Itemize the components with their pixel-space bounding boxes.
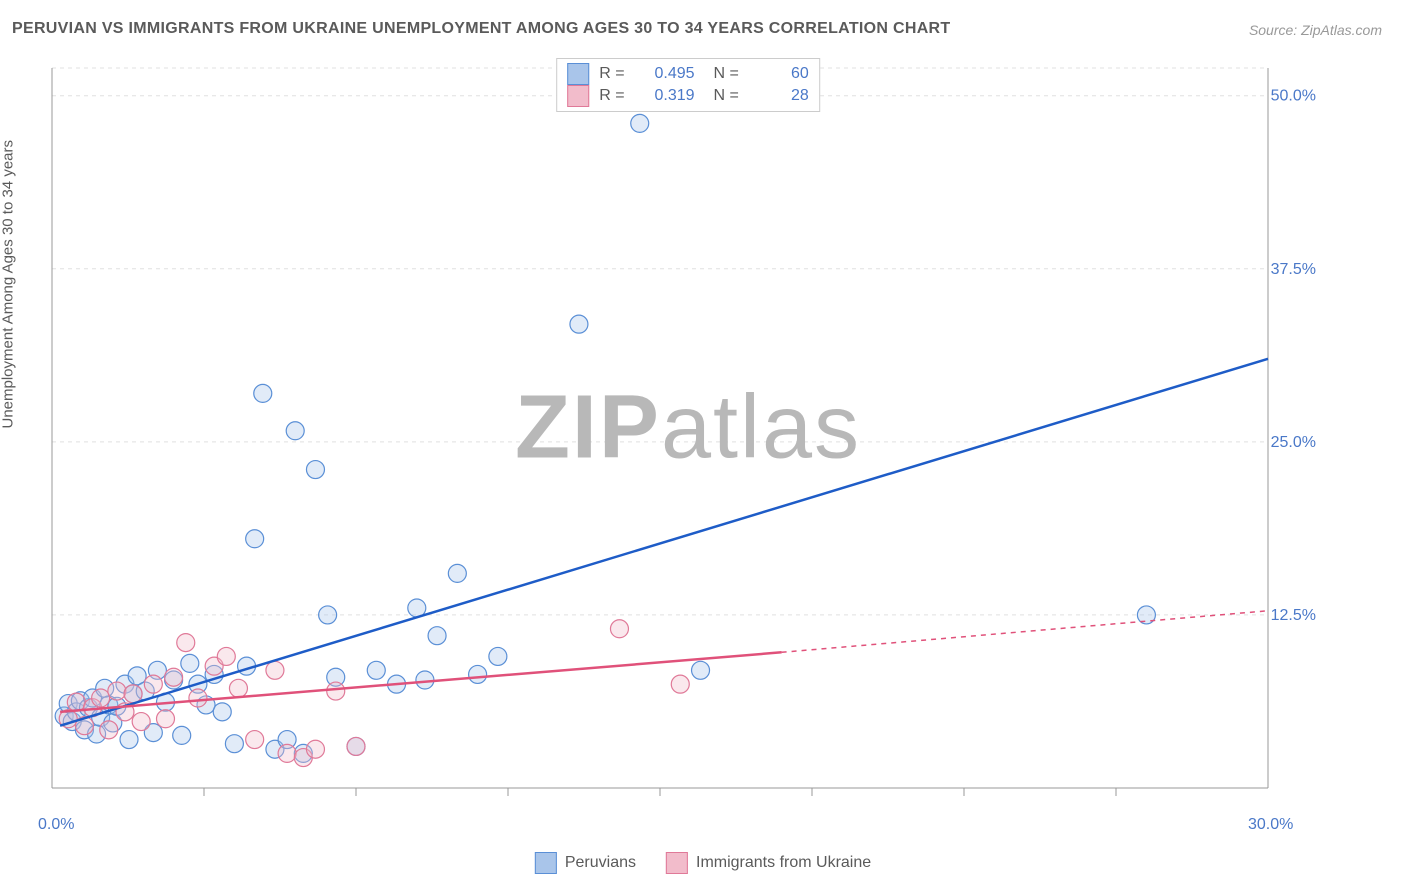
- svg-text:37.5%: 37.5%: [1271, 261, 1316, 278]
- plot-area: 12.5%25.0%37.5%50.0% ZIPatlas R = 0.495 …: [48, 58, 1328, 828]
- x-axis-max-label: 30.0%: [1248, 816, 1293, 834]
- chart-title: PERUVIAN VS IMMIGRANTS FROM UKRAINE UNEM…: [12, 20, 950, 38]
- swatch-peruvians-icon: [535, 852, 557, 874]
- svg-text:50.0%: 50.0%: [1271, 88, 1316, 105]
- scatter-plot-svg: 12.5% 25.0% 37.5% 50.0%: [48, 58, 1328, 828]
- legend-label-ukraine: Immigrants from Ukraine: [696, 854, 871, 872]
- legend-bottom: Peruvians Immigrants from Ukraine: [535, 852, 871, 874]
- swatch-ukraine: [567, 85, 589, 107]
- legend-row-peruvians: R = 0.495 N = 60: [567, 63, 809, 85]
- legend-correlation-box: R = 0.495 N = 60 R = 0.319 N = 28: [556, 58, 820, 112]
- y-axis-label: Unemployment Among Ages 30 to 34 years: [0, 140, 17, 429]
- svg-text:12.5%: 12.5%: [1271, 607, 1316, 624]
- legend-item-ukraine: Immigrants from Ukraine: [666, 852, 871, 874]
- n-label: N =: [705, 87, 739, 105]
- n-label: N =: [705, 65, 739, 83]
- r-label: R =: [599, 87, 624, 105]
- legend-label-peruvians: Peruvians: [565, 854, 636, 872]
- swatch-ukraine-icon: [666, 852, 688, 874]
- n-value-peruvians: 60: [749, 65, 809, 83]
- source-label: Source: ZipAtlas.com: [1249, 22, 1382, 38]
- n-value-ukraine: 28: [749, 87, 809, 105]
- r-label: R =: [599, 65, 624, 83]
- chart-container: PERUVIAN VS IMMIGRANTS FROM UKRAINE UNEM…: [0, 0, 1406, 892]
- r-value-ukraine: 0.319: [635, 87, 695, 105]
- svg-text:25.0%: 25.0%: [1271, 434, 1316, 451]
- swatch-peruvians: [567, 63, 589, 85]
- legend-item-peruvians: Peruvians: [535, 852, 636, 874]
- legend-row-ukraine: R = 0.319 N = 28: [567, 85, 809, 107]
- x-axis-origin-label: 0.0%: [38, 816, 74, 834]
- r-value-peruvians: 0.495: [635, 65, 695, 83]
